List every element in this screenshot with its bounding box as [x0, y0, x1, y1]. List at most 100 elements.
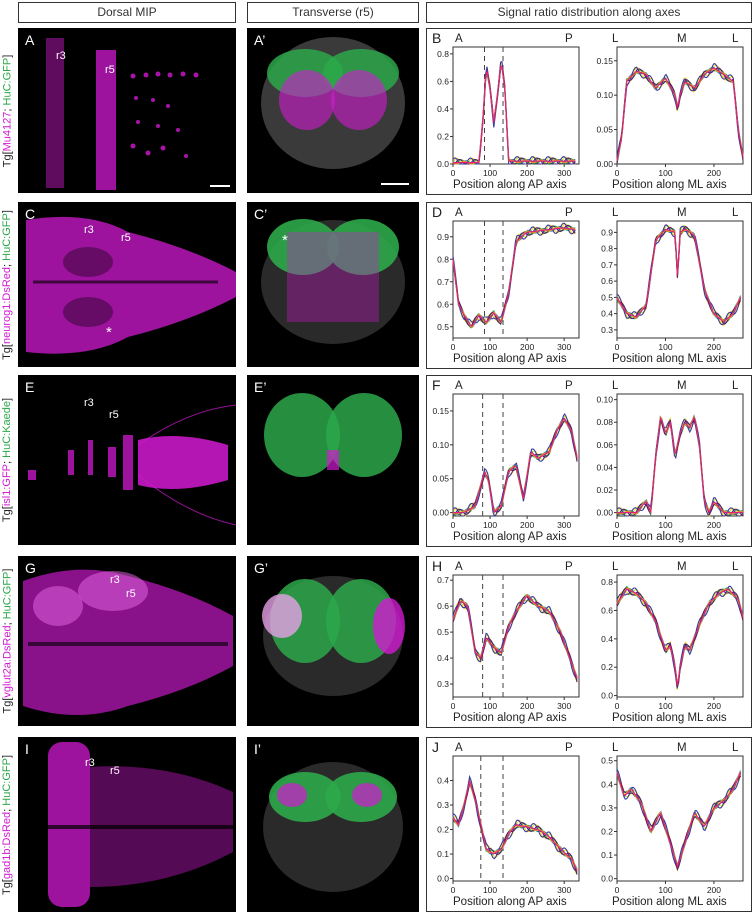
y-tick-label: 0.15	[596, 56, 613, 66]
x-tick-label: 0	[451, 885, 456, 895]
plot-b-ap: 0.0 0.2 0.4 0.6 0.8 0 100 200 300	[437, 46, 580, 178]
ap-end-a: A	[455, 380, 463, 392]
y-tick-label: 0.00	[596, 508, 613, 518]
ap-end-a: A	[455, 33, 463, 45]
series-line	[452, 61, 576, 165]
x-tick-label: 0	[451, 701, 456, 711]
plot-d-ml: 0.3 0.4 0.5 0.6 0.7 0.8 0.9 0 100 200	[601, 220, 744, 352]
plot-f-ap: 0.00 0.05 0.10 0.15 0 100 200 300	[432, 393, 580, 530]
r3-label: r3	[85, 757, 95, 769]
graph-panel-d: 0.5 0.6 0.7 0.8 0.9 0 100 200 300 0.3 0.4 0.5 0.6 0.7…	[426, 202, 752, 369]
series-line	[616, 225, 742, 325]
ml-axis-title: Position along ML axis	[612, 896, 727, 908]
row-label-isl1: Tg[isl1:GFP; HuC:Kaede]	[1, 397, 13, 523]
graph-panel-f: 0.00 0.05 0.10 0.15 0 100 200 300 0.00 0.02 0.04 0.…	[426, 375, 752, 547]
graph-panel-d-svg: 0.5 0.6 0.7 0.8 0.9 0 100 200 300 0.3 0.4 0.5 0.6 0.7…	[437, 220, 744, 352]
panel-label-d: D	[432, 204, 443, 220]
graph-panel-b: 0.0 0.2 0.4 0.6 0.8 0 100 200 300 0.00 0.05 0.10 0.1…	[426, 28, 752, 195]
ml-end-left: L	[612, 742, 619, 754]
x-tick-label: 100	[483, 701, 497, 711]
y-tick-label: 0.10	[432, 440, 449, 450]
y-tick-label: 0.1	[601, 850, 613, 860]
series-line	[616, 768, 742, 869]
x-tick-label: 0	[451, 520, 456, 530]
ml-end-right: L	[732, 380, 739, 392]
series-line	[616, 419, 744, 517]
y-tick-label: 0.5	[437, 627, 449, 637]
panel-label-e-prime: E’	[254, 379, 267, 395]
series-line	[453, 420, 578, 516]
y-tick-label: 0.0	[437, 159, 449, 169]
y-tick-label: 0.0	[601, 691, 613, 701]
panel-label-c: C	[25, 206, 36, 222]
series-line	[452, 225, 576, 329]
x-tick-label: 300	[557, 701, 571, 711]
ap-end-a: A	[455, 561, 463, 573]
y-tick-label: 0.0	[601, 874, 613, 884]
series-line	[616, 587, 744, 688]
plot-frame	[452, 574, 580, 698]
series-line	[616, 228, 742, 322]
series-line	[452, 593, 578, 678]
series-line	[453, 65, 576, 165]
plot-j-ap: 0.0 0.1 0.2 0.3 0.4 0 100 200 300	[437, 755, 580, 895]
panel-label-g: G	[25, 560, 36, 576]
transverse-image-g: G’	[247, 556, 419, 726]
row-label-mu4127: Tg[Mu4127; HuC:GFP]	[1, 54, 14, 167]
series-line	[616, 69, 744, 164]
ap-axis-title: Position along AP axis	[453, 531, 567, 543]
ap-axis-title: Position along AP axis	[453, 896, 567, 908]
r3-label: r3	[84, 397, 94, 409]
y-tick-label: 0.00	[432, 508, 449, 518]
series-line	[452, 594, 578, 681]
ap-end-a: A	[455, 742, 463, 754]
plot-h-ap: 0.3 0.4 0.5 0.6 0.7 0 100 200 300	[437, 574, 580, 711]
series-line	[452, 227, 576, 327]
y-tick-label: 0.3	[437, 800, 449, 810]
panel-label-g-prime: G’	[254, 560, 268, 576]
plot-frame	[616, 46, 744, 165]
plot-f-ml: 0.00 0.02 0.04 0.06 0.08 0.10 0 100 200	[596, 393, 744, 530]
x-tick-label: 300	[557, 885, 571, 895]
x-tick-label: 200	[520, 168, 534, 178]
y-tick-label: 0.8	[601, 577, 613, 587]
y-tick-label: 0.1	[437, 849, 449, 859]
panel-label-a: A	[25, 32, 35, 48]
transverse-image-i: I’	[247, 737, 419, 912]
panel-label-j: J	[432, 739, 439, 755]
series-line	[616, 770, 742, 866]
series-line	[616, 66, 744, 160]
y-tick-label: 0.8	[437, 49, 449, 59]
x-tick-label: 100	[658, 342, 672, 352]
y-tick-label: 0.9	[437, 232, 449, 242]
row-label-vglut2a: Tg[vglut2a:DsRed; HuC:GFP]	[1, 568, 13, 714]
ml-axis-title: Position along ML axis	[612, 179, 727, 191]
plot-b-ml: 0.00 0.05 0.10 0.15 0 100 200	[596, 46, 744, 178]
series-line	[616, 228, 742, 321]
y-tick-label: 0.4	[601, 634, 613, 644]
series-line	[452, 779, 578, 872]
x-tick-label: 200	[707, 701, 721, 711]
plot-frame	[452, 393, 580, 517]
series-line	[616, 775, 742, 872]
x-tick-label: 200	[520, 342, 534, 352]
series-line	[452, 226, 576, 329]
series-line	[452, 778, 578, 875]
panel-label-f: F	[432, 377, 441, 393]
series-line	[616, 67, 744, 161]
y-tick-label: 0.4	[437, 776, 449, 786]
r3-label: r3	[56, 50, 66, 62]
series-line	[452, 596, 578, 680]
transverse-image-c: C’ *	[247, 202, 419, 367]
x-tick-label: 200	[707, 342, 721, 352]
y-tick-label: 0.06	[596, 440, 613, 450]
dorsal-image-e-art	[28, 404, 236, 526]
ap-axis-title: Position along AP axis	[453, 353, 567, 365]
x-tick-label: 0	[615, 342, 620, 352]
series-line	[453, 418, 578, 514]
ml-end-left: L	[612, 207, 619, 219]
y-tick-label: 0.00	[596, 159, 613, 169]
ml-mid: M	[677, 33, 687, 45]
graph-panel-h: 0.3 0.4 0.5 0.6 0.7 0 100 200 300 0.0 0.2 0.4 0.6 0.8…	[426, 556, 752, 728]
dorsal-image-a: A r3 r5	[18, 28, 236, 193]
